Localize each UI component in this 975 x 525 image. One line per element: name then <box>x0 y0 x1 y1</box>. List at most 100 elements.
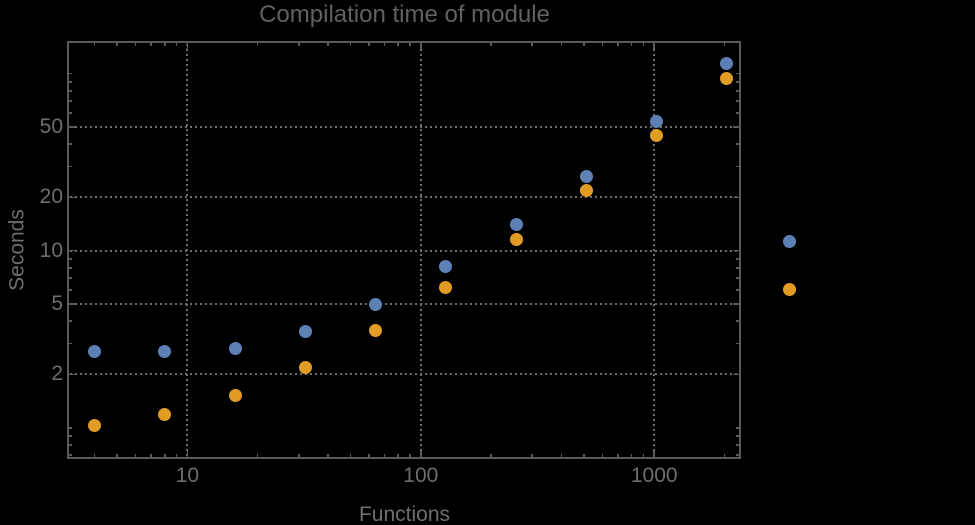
x-axis-label: Functions <box>358 503 451 525</box>
data-point-series-1 <box>158 344 172 358</box>
x-tick-top <box>256 42 259 46</box>
y-tick-label: 20 <box>39 185 63 209</box>
y-tick-right <box>736 342 740 345</box>
x-tick-top <box>397 42 399 46</box>
data-point-series-2 <box>439 280 453 294</box>
x-tick-top <box>298 42 300 46</box>
y-tick-right <box>733 126 740 128</box>
x-tick-bottom <box>349 454 352 458</box>
y-tick-left <box>68 320 72 322</box>
y-tick-right <box>736 444 740 446</box>
x-tick-top <box>601 42 604 46</box>
legend-marker-series-1 <box>783 234 796 248</box>
data-point-series-1 <box>369 297 383 311</box>
data-point-series-2 <box>369 323 383 337</box>
x-tick-bottom <box>601 454 604 458</box>
x-tick-top <box>531 42 533 46</box>
y-tick-left <box>68 90 72 92</box>
gridline-horizontal-y50 <box>70 125 738 128</box>
y-tick-left <box>68 435 72 437</box>
y-tick-right <box>736 165 740 167</box>
x-tick-top <box>560 42 563 46</box>
x-tick-bottom <box>327 454 329 458</box>
data-point-series-1 <box>87 344 101 358</box>
x-tick-label: 100 <box>403 464 439 487</box>
data-point-series-1 <box>509 217 523 231</box>
y-tick-right <box>733 373 740 376</box>
x-tick-bottom <box>150 454 152 458</box>
y-tick-right <box>733 196 740 199</box>
x-tick-bottom <box>642 454 645 458</box>
x-tick-bottom <box>617 454 619 458</box>
y-tick-right <box>736 427 740 429</box>
data-point-series-2 <box>87 419 101 432</box>
data-point-series-2 <box>579 183 593 197</box>
x-tick-bottom <box>175 454 178 458</box>
x-tick-bottom <box>583 454 585 458</box>
y-tick-left <box>68 258 72 260</box>
data-point-series-2 <box>228 389 242 403</box>
chart-title: Compilation time of module <box>259 1 550 28</box>
x-tick-bottom <box>116 454 118 458</box>
data-point-series-2 <box>298 361 312 375</box>
x-tick-top <box>653 42 655 49</box>
x-tick-top <box>327 42 329 46</box>
gridline-horizontal-y20 <box>70 196 738 199</box>
y-tick-right <box>736 112 740 114</box>
y-tick-left <box>68 427 72 429</box>
y-tick-left <box>68 373 75 376</box>
x-tick-top <box>383 42 386 46</box>
data-point-series-1 <box>228 342 242 356</box>
y-tick-left <box>68 196 75 199</box>
y-tick-left <box>68 249 75 252</box>
y-tick-label: 50 <box>39 114 63 138</box>
x-tick-top <box>630 42 633 46</box>
x-tick-bottom <box>383 454 386 458</box>
x-tick-top <box>116 42 118 46</box>
x-tick-bottom <box>653 451 655 458</box>
legend-marker-series-2 <box>783 282 796 296</box>
gridline-horizontal-y5 <box>70 303 738 306</box>
x-tick-top <box>723 42 726 46</box>
y-tick-right <box>736 454 740 456</box>
x-tick-label: 1000 <box>630 464 678 487</box>
y-tick-right <box>736 435 740 437</box>
x-tick-bottom <box>397 454 399 458</box>
y-tick-left <box>68 126 75 128</box>
x-tick-top <box>93 42 96 46</box>
y-tick-left <box>68 444 72 446</box>
x-tick-bottom <box>256 454 259 458</box>
x-tick-bottom <box>298 454 300 458</box>
y-tick-right <box>736 289 740 291</box>
y-tick-label: 2 <box>51 362 63 386</box>
data-point-series-2 <box>158 407 172 421</box>
gridline-horizontal-y2 <box>70 373 738 376</box>
x-tick-top <box>186 42 189 49</box>
x-tick-bottom <box>368 454 370 458</box>
data-point-series-1 <box>579 169 593 183</box>
x-tick-bottom <box>186 451 189 458</box>
x-tick-bottom <box>560 454 563 458</box>
x-tick-top <box>349 42 352 46</box>
x-tick-bottom <box>531 454 533 458</box>
y-tick-right <box>736 143 740 145</box>
y-tick-right <box>736 81 740 83</box>
y-tick-left <box>68 112 72 114</box>
y-tick-right <box>733 249 740 252</box>
y-tick-left <box>68 342 72 345</box>
x-tick-bottom <box>723 454 726 458</box>
y-tick-left <box>68 267 72 269</box>
y-tick-right <box>733 303 740 305</box>
y-tick-right <box>736 100 740 102</box>
data-point-series-1 <box>650 115 664 129</box>
y-tick-left <box>68 277 72 279</box>
x-tick-bottom <box>490 454 492 458</box>
x-tick-bottom <box>420 451 422 458</box>
x-tick-top <box>617 42 619 46</box>
x-tick-top <box>150 42 152 46</box>
y-tick-left <box>68 289 72 291</box>
x-tick-top <box>642 42 645 46</box>
y-tick-left <box>68 81 72 83</box>
x-tick-bottom <box>134 454 137 458</box>
data-point-series-2 <box>650 129 664 143</box>
